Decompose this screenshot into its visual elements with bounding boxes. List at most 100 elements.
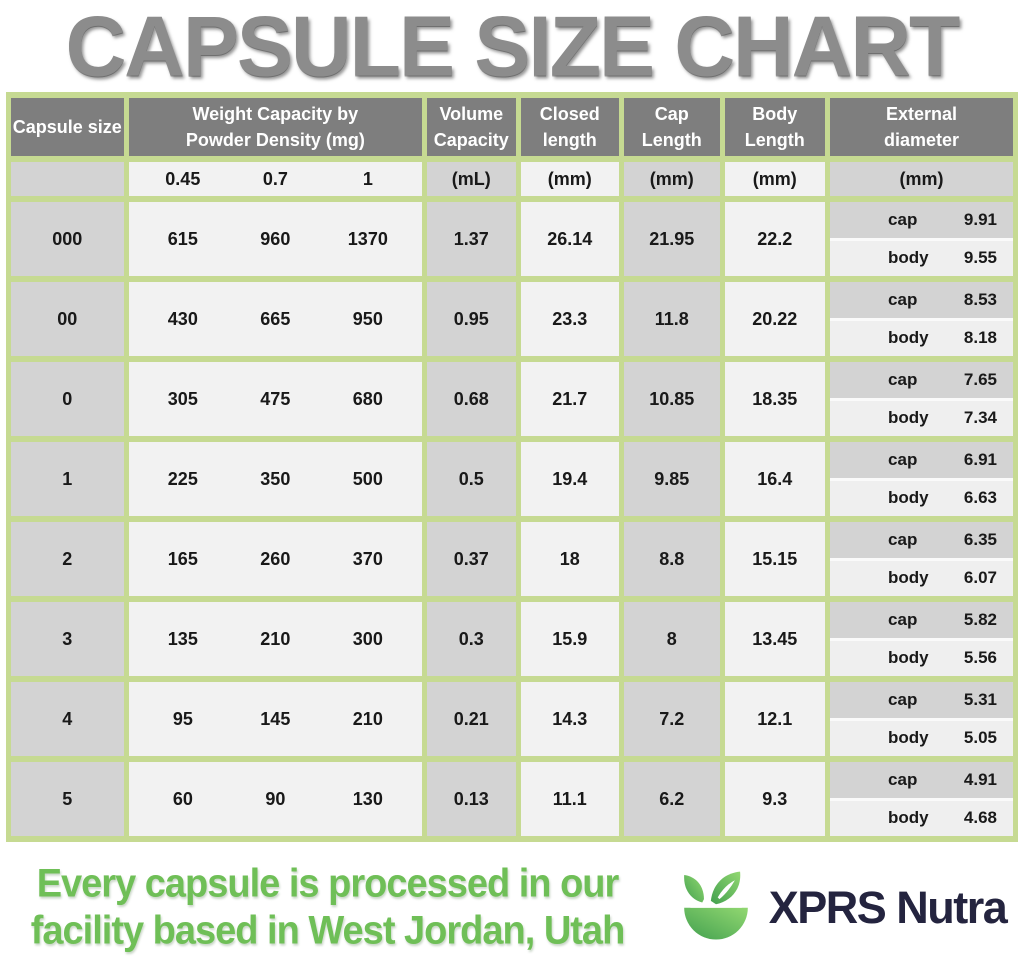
cap-length-cell: 9.85 <box>624 442 720 516</box>
body-label: body <box>888 488 929 508</box>
body-diameter-value: 6.63 <box>963 488 997 508</box>
cap-length-cell: 21.95 <box>624 202 720 276</box>
table-row: 000 615 960 1370 1.37 26.14 21.95 22.2 c… <box>11 202 1013 276</box>
external-diameter-cell: cap 5.31 body 5.05 <box>830 682 1013 756</box>
tagline-line1: Every capsule is processed in our <box>36 862 620 906</box>
weight-07-value: 90 <box>265 788 286 809</box>
external-cap-stripe: cap 6.35 <box>830 522 1013 558</box>
volume-capacity-cell: 0.37 <box>427 522 516 596</box>
cap-diameter-value: 5.31 <box>963 689 997 709</box>
weight-capacity-cell: 305 475 680 <box>128 362 423 436</box>
external-body-stripe: body 6.63 <box>830 480 1013 516</box>
brand-name: XPRS Nutra <box>768 882 1008 933</box>
weight-07-value: 210 <box>260 628 291 649</box>
table-row: 00 430 665 950 0.95 23.3 11.8 20.22 cap … <box>11 282 1013 356</box>
external-diameter-cell: cap 7.65 body 7.34 <box>830 362 1013 436</box>
external-diameter-cell: cap 6.91 body 6.63 <box>830 442 1013 516</box>
volume-capacity-cell: 0.95 <box>427 282 516 356</box>
cap-label: cap <box>888 609 918 629</box>
external-diameter-cell: cap 5.82 body 5.56 <box>830 602 1013 676</box>
weight-capacity-cell: 225 350 500 <box>128 442 423 516</box>
brand-logo: XPRS Nutra <box>655 863 1024 954</box>
units-closed-cell: (mm) <box>520 162 620 196</box>
body-label: body <box>888 648 929 668</box>
external-body-stripe: body 7.34 <box>830 400 1013 436</box>
weight-045-value: 135 <box>167 628 198 649</box>
table-body: 000 615 960 1370 1.37 26.14 21.95 22.2 c… <box>11 202 1013 836</box>
header-weight-capacity-line1: Weight Capacity by <box>192 103 359 124</box>
external-cap-stripe: cap 9.91 <box>830 202 1013 238</box>
cap-label: cap <box>888 769 918 789</box>
tagline-line2: facility based in West Jordan, Utah <box>30 909 626 953</box>
cap-label: cap <box>888 689 918 709</box>
volume-capacity-cell: 0.3 <box>427 602 516 676</box>
weight-045-value: 430 <box>167 308 198 329</box>
header-body-length: Body Length <box>724 98 826 156</box>
weight-07-value: 145 <box>260 708 291 729</box>
units-density-cell: 0.45 0.7 1 <box>128 162 423 196</box>
page-title: CAPSULE SIZE CHART <box>65 0 961 94</box>
weight-045-value: 95 <box>172 708 193 729</box>
body-diameter-value: 9.55 <box>963 248 997 268</box>
table-row: 3 135 210 300 0.3 15.9 8 13.45 cap 5.82 <box>11 602 1013 676</box>
weight-capacity-cell: 60 90 130 <box>128 762 423 836</box>
weight-capacity-cell: 135 210 300 <box>128 602 423 676</box>
body-length-cell: 16.4 <box>724 442 826 516</box>
weight-1-value: 130 <box>352 788 383 809</box>
cap-diameter-value: 7.65 <box>963 369 997 389</box>
external-body-stripe: body 5.05 <box>830 720 1013 756</box>
body-length-cell: 12.1 <box>724 682 826 756</box>
cap-diameter-value: 6.91 <box>963 449 997 469</box>
body-length-cell: 9.3 <box>724 762 826 836</box>
weight-1-value: 500 <box>352 468 383 489</box>
footer: Every capsule is processed in our facili… <box>0 858 1024 958</box>
header-external-diameter: External diameter <box>830 98 1013 156</box>
header-closed-length: Closed length <box>520 98 620 156</box>
body-length-cell: 13.45 <box>724 602 826 676</box>
cap-diameter-value: 9.91 <box>963 209 997 229</box>
external-cap-stripe: cap 5.31 <box>830 682 1013 718</box>
cap-length-cell: 7.2 <box>624 682 720 756</box>
external-diameter-cell: cap 4.91 body 4.68 <box>830 762 1013 836</box>
cap-length-cell: 8 <box>624 602 720 676</box>
units-cap-cell: (mm) <box>624 162 720 196</box>
weight-07-value: 260 <box>260 548 291 569</box>
cap-label: cap <box>888 289 918 309</box>
capsule-size-table: Capsule size Weight Capacity by Powder D… <box>6 92 1018 842</box>
header-weight-capacity: Weight Capacity by Powder Density (mg) <box>128 98 423 156</box>
body-length-cell: 20.22 <box>724 282 826 356</box>
volume-capacity-cell: 0.13 <box>427 762 516 836</box>
weight-045-value: 225 <box>167 468 198 489</box>
leaf-bowl-logo-icon <box>673 863 759 954</box>
weight-1-value: 210 <box>352 708 383 729</box>
body-diameter-value: 5.56 <box>963 648 997 668</box>
weight-1-value: 680 <box>352 388 383 409</box>
cap-label: cap <box>888 369 918 389</box>
weight-capacity-cell: 615 960 1370 <box>128 202 423 276</box>
weight-045-value: 615 <box>167 228 198 249</box>
weight-1-value: 370 <box>352 548 383 569</box>
body-label: body <box>888 248 929 268</box>
cap-length-cell: 11.8 <box>624 282 720 356</box>
cap-diameter-value: 4.91 <box>963 769 997 789</box>
body-diameter-value: 8.18 <box>963 328 997 348</box>
cap-label: cap <box>888 449 918 469</box>
capsule-size-cell: 1 <box>11 442 124 516</box>
capsule-size-cell: 0 <box>11 362 124 436</box>
table-row: 4 95 145 210 0.21 14.3 7.2 12.1 cap 5.31 <box>11 682 1013 756</box>
body-diameter-value: 4.68 <box>963 808 997 828</box>
units-volume-cell: (mL) <box>427 162 516 196</box>
density-045-label: 0.45 <box>165 168 201 189</box>
units-empty-cell <box>11 162 124 196</box>
external-diameter-cell: cap 8.53 body 8.18 <box>830 282 1013 356</box>
weight-07-value: 350 <box>260 468 291 489</box>
table-row: 2 165 260 370 0.37 18 8.8 15.15 cap 6.35 <box>11 522 1013 596</box>
weight-capacity-cell: 165 260 370 <box>128 522 423 596</box>
body-length-cell: 15.15 <box>724 522 826 596</box>
closed-length-cell: 14.3 <box>520 682 620 756</box>
header-cap-length: Cap Length <box>624 98 720 156</box>
body-diameter-value: 6.07 <box>963 568 997 588</box>
weight-capacity-cell: 95 145 210 <box>128 682 423 756</box>
weight-1-value: 300 <box>352 628 383 649</box>
